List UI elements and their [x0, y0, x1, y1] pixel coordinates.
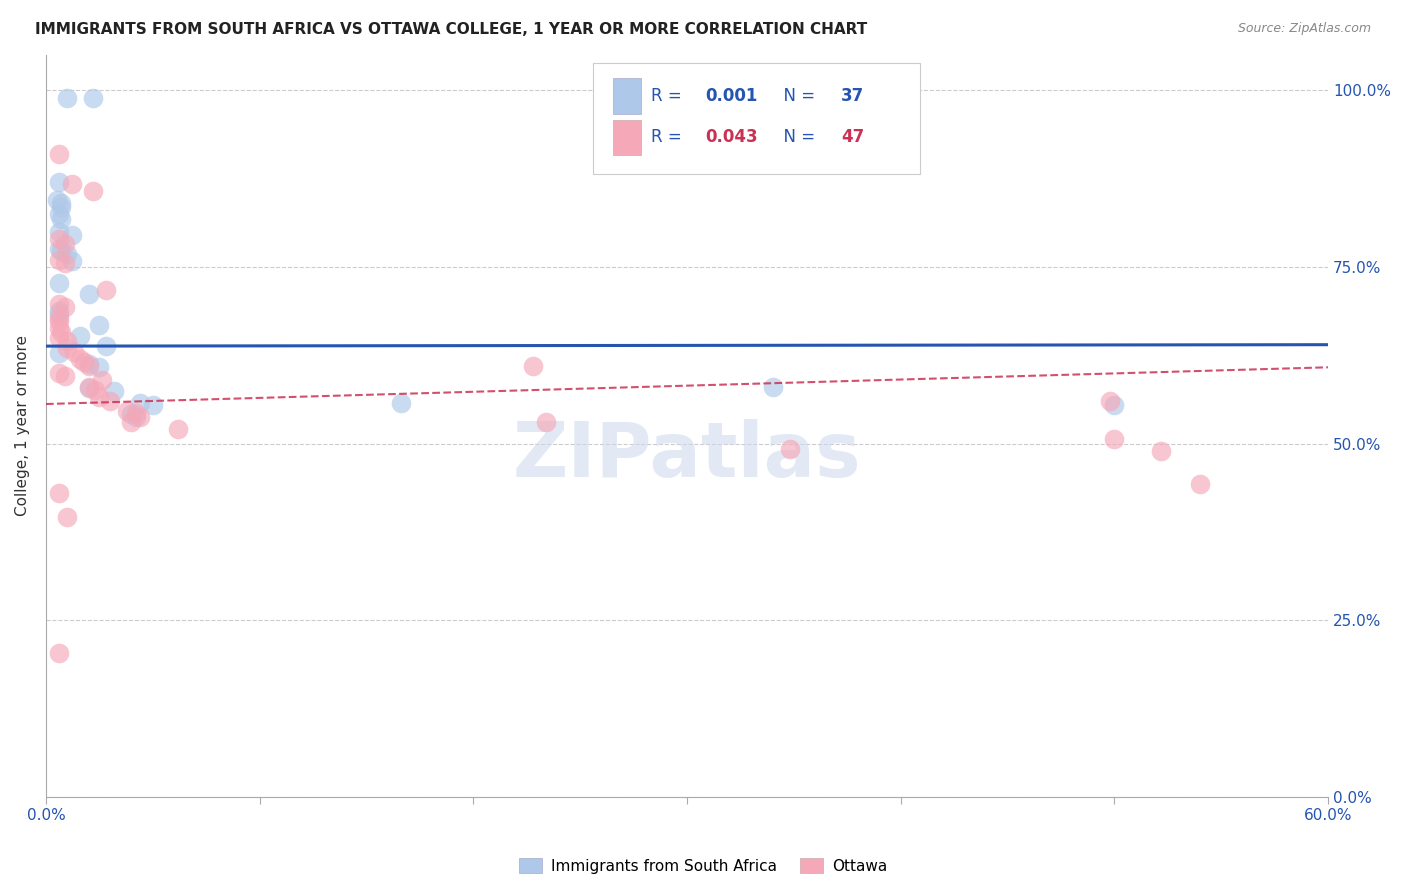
Legend: Immigrants from South Africa, Ottawa: Immigrants from South Africa, Ottawa	[513, 852, 893, 880]
Point	[49, 244, 72, 259]
Point	[129, 409, 152, 424]
Point	[142, 398, 165, 412]
Point	[84, 383, 107, 397]
Point	[69, 351, 91, 366]
Point	[48, 346, 70, 360]
Point	[129, 395, 152, 409]
Point	[1150, 443, 1173, 458]
Point	[56, 90, 79, 104]
Point	[1099, 394, 1122, 409]
Text: Source: ZipAtlas.com: Source: ZipAtlas.com	[1237, 22, 1371, 36]
Point	[90, 373, 112, 387]
Point	[77, 382, 100, 396]
Point	[49, 325, 72, 339]
Point	[77, 380, 100, 394]
Point	[53, 236, 76, 251]
Point	[53, 300, 76, 314]
Point	[103, 384, 125, 398]
Point	[45, 193, 67, 207]
Point	[56, 510, 79, 524]
Point	[1188, 476, 1211, 491]
Text: IMMIGRANTS FROM SOUTH AFRICA VS OTTAWA COLLEGE, 1 YEAR OR MORE CORRELATION CHART: IMMIGRANTS FROM SOUTH AFRICA VS OTTAWA C…	[35, 22, 868, 37]
Y-axis label: College, 1 year or more: College, 1 year or more	[15, 335, 30, 516]
Text: ZIPatlas: ZIPatlas	[513, 418, 862, 492]
Point	[534, 416, 557, 430]
Point	[77, 358, 100, 372]
Point	[48, 243, 70, 257]
Point	[48, 366, 70, 380]
Point	[94, 339, 117, 353]
Text: 47: 47	[841, 128, 865, 146]
FancyBboxPatch shape	[593, 62, 921, 174]
Point	[60, 177, 83, 191]
Point	[48, 207, 70, 221]
Point	[115, 404, 138, 418]
Point	[48, 232, 70, 246]
Point	[779, 442, 801, 457]
Point	[60, 228, 83, 243]
Point	[89, 318, 111, 332]
Point	[48, 307, 70, 321]
Point	[125, 406, 148, 420]
Text: 0.001: 0.001	[704, 87, 758, 105]
Point	[389, 395, 412, 409]
Point	[82, 184, 104, 198]
Point	[120, 416, 142, 430]
Point	[48, 331, 70, 345]
Point	[48, 486, 70, 500]
Point	[1104, 398, 1126, 412]
Point	[49, 211, 72, 226]
Point	[49, 200, 72, 214]
Point	[48, 321, 70, 335]
Point	[1104, 433, 1126, 447]
Text: N =: N =	[773, 87, 820, 105]
Point	[48, 297, 70, 311]
Point	[56, 334, 79, 348]
Text: N =: N =	[773, 128, 820, 146]
Text: R =: R =	[651, 87, 688, 105]
Point	[89, 390, 111, 404]
Point	[522, 359, 544, 373]
Point	[48, 175, 70, 189]
Point	[53, 369, 76, 384]
Point	[48, 314, 70, 328]
Point	[48, 310, 70, 325]
Point	[69, 329, 91, 343]
Point	[48, 252, 70, 267]
Point	[1376, 476, 1399, 491]
FancyBboxPatch shape	[613, 120, 641, 155]
Point	[94, 283, 117, 297]
Point	[77, 359, 100, 373]
Point	[56, 247, 79, 261]
Text: 0.043: 0.043	[704, 128, 758, 146]
Point	[167, 422, 190, 436]
Point	[49, 196, 72, 211]
FancyBboxPatch shape	[613, 78, 641, 113]
Point	[125, 409, 148, 424]
Text: 37: 37	[841, 87, 865, 105]
Point	[73, 354, 96, 368]
Point	[53, 256, 76, 270]
Point	[56, 341, 79, 355]
Point	[60, 254, 83, 268]
Point	[48, 225, 70, 239]
Point	[48, 276, 70, 290]
Point	[89, 360, 111, 375]
Point	[761, 380, 783, 394]
Point	[98, 394, 121, 409]
Point	[48, 646, 70, 660]
Point	[48, 147, 70, 161]
Point	[48, 303, 70, 318]
Point	[82, 90, 104, 104]
Point	[120, 407, 142, 421]
Point	[62, 344, 84, 359]
Text: R =: R =	[651, 128, 688, 146]
Point	[77, 286, 100, 301]
